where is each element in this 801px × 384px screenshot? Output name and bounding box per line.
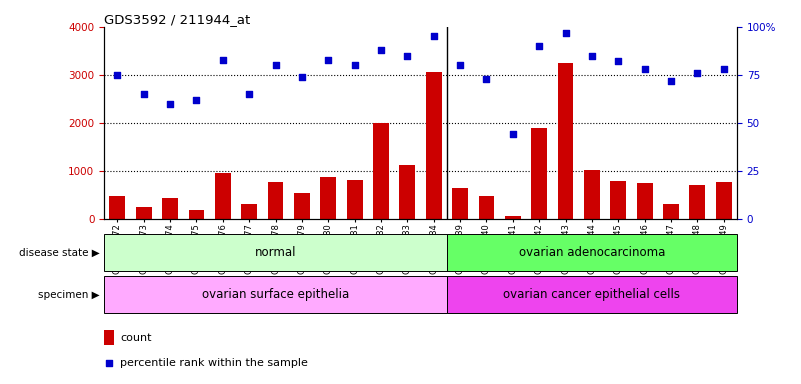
Point <box>559 30 572 36</box>
Text: ovarian adenocarcinoma: ovarian adenocarcinoma <box>519 246 665 259</box>
Bar <box>637 184 653 219</box>
Point <box>665 78 678 84</box>
Bar <box>268 182 284 219</box>
Bar <box>188 210 204 219</box>
Point <box>453 62 466 68</box>
Point <box>401 53 414 59</box>
Bar <box>716 182 731 219</box>
Bar <box>557 63 574 219</box>
Point <box>612 58 625 65</box>
Point <box>348 62 361 68</box>
Text: disease state ▶: disease state ▶ <box>19 247 100 258</box>
Point <box>691 70 704 76</box>
Point <box>586 53 598 59</box>
Point <box>506 131 519 137</box>
Bar <box>452 188 468 219</box>
Point <box>137 91 150 97</box>
Point <box>322 56 335 63</box>
Point <box>533 43 545 49</box>
Bar <box>347 180 363 219</box>
Bar <box>584 170 600 219</box>
Bar <box>104 234 447 271</box>
Point <box>269 62 282 68</box>
Point <box>190 97 203 103</box>
Bar <box>531 127 547 219</box>
Bar <box>294 194 310 219</box>
Point <box>480 76 493 82</box>
Point <box>163 101 176 107</box>
Text: ovarian cancer epithelial cells: ovarian cancer epithelial cells <box>503 288 680 301</box>
Point <box>243 91 256 97</box>
Text: specimen ▶: specimen ▶ <box>38 290 100 300</box>
Point <box>638 66 651 72</box>
Point <box>103 360 115 366</box>
Bar <box>663 204 679 219</box>
Bar <box>136 207 151 219</box>
Bar <box>162 198 178 219</box>
Text: percentile rank within the sample: percentile rank within the sample <box>120 358 308 368</box>
Point <box>427 33 440 40</box>
Bar <box>373 123 389 219</box>
Bar <box>110 196 125 219</box>
Text: normal: normal <box>255 246 296 259</box>
Bar <box>610 182 626 219</box>
Point <box>111 72 123 78</box>
Bar <box>690 185 705 219</box>
Bar <box>447 234 737 271</box>
Point <box>718 66 731 72</box>
Point <box>296 74 308 80</box>
Text: ovarian surface epithelia: ovarian surface epithelia <box>202 288 349 301</box>
Bar <box>426 73 441 219</box>
Bar <box>447 276 737 313</box>
Bar <box>400 165 415 219</box>
Bar <box>241 204 257 219</box>
Bar <box>320 177 336 219</box>
Bar <box>104 330 114 345</box>
Bar <box>505 216 521 219</box>
Bar <box>104 276 447 313</box>
Point <box>375 47 388 53</box>
Text: count: count <box>120 333 151 343</box>
Bar <box>478 196 494 219</box>
Point <box>216 56 229 63</box>
Bar <box>215 173 231 219</box>
Text: GDS3592 / 211944_at: GDS3592 / 211944_at <box>104 13 251 26</box>
